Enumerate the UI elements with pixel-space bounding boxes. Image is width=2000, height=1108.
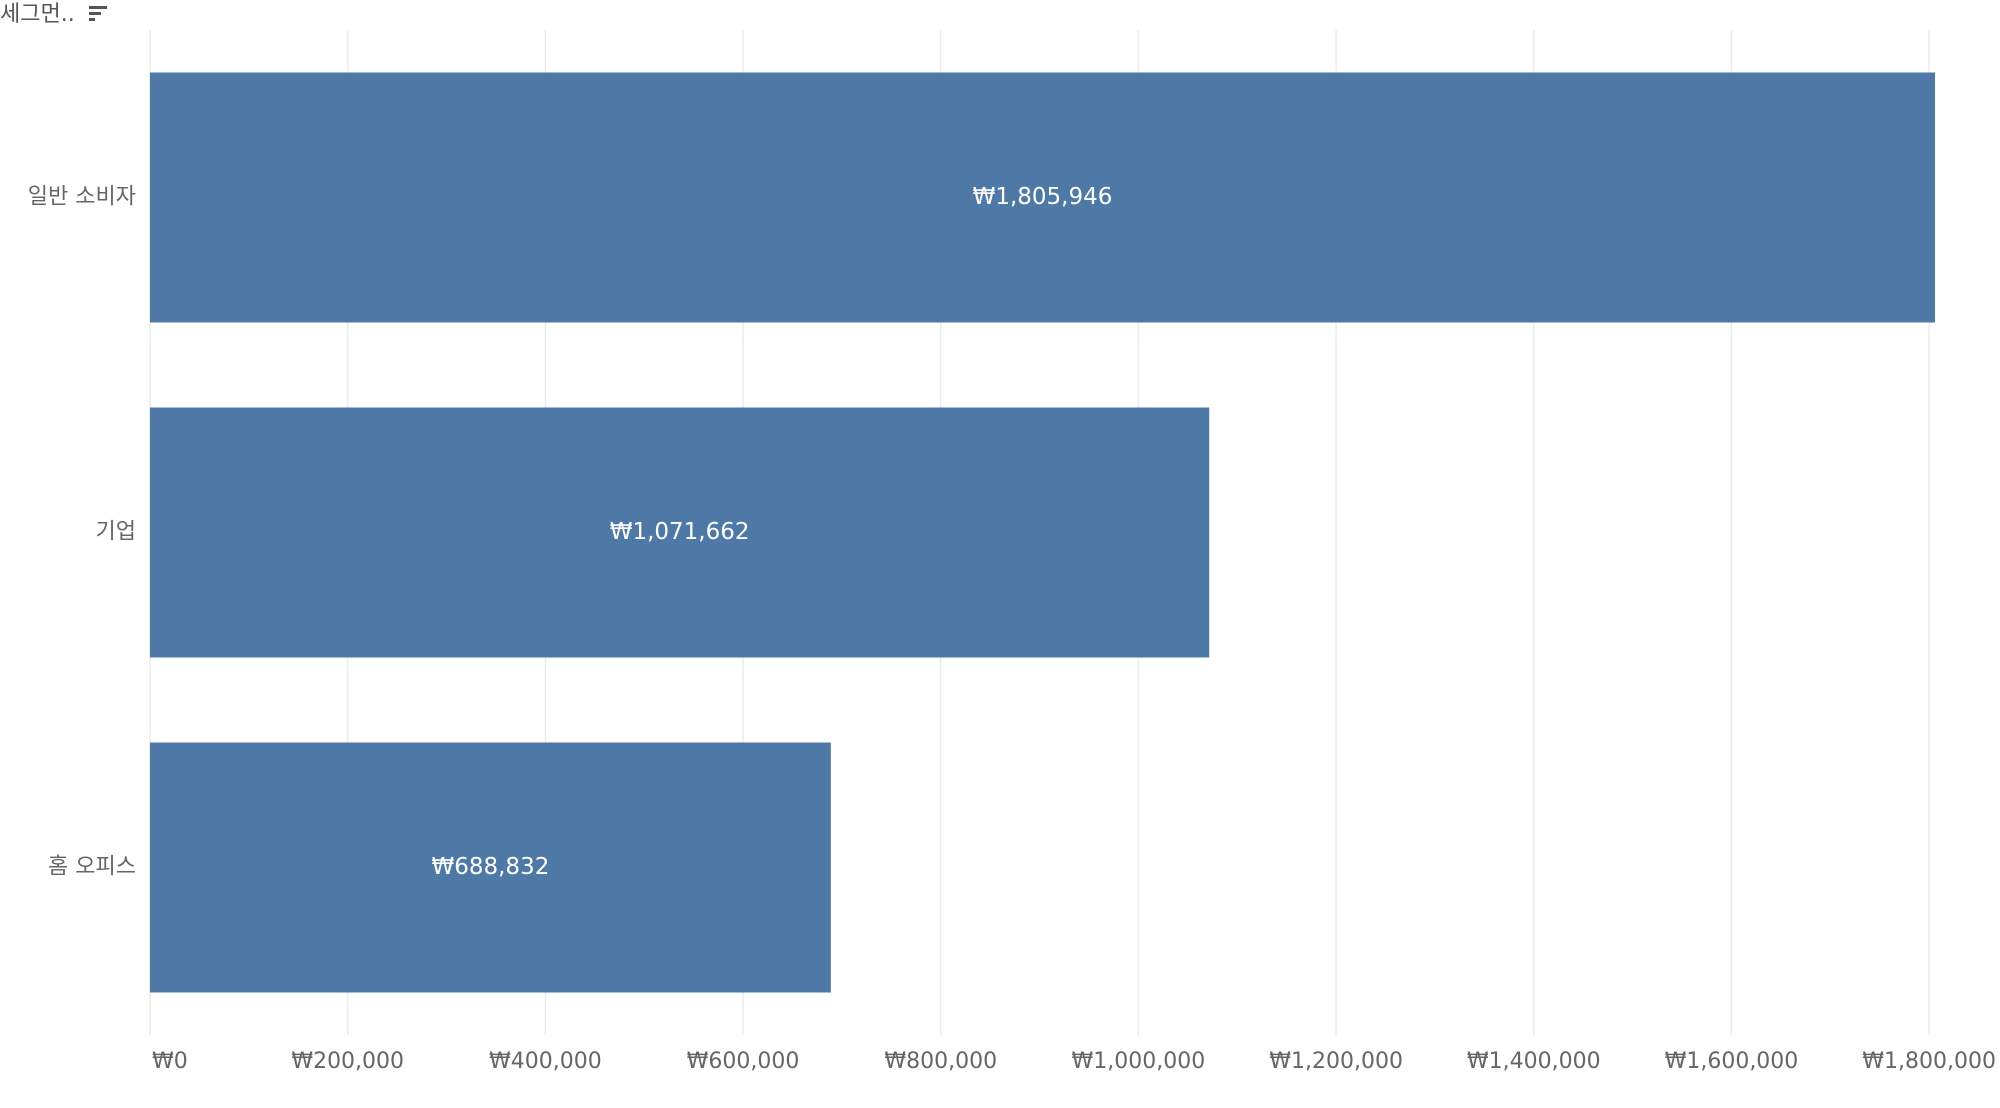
x-tick-label: ₩0 [152, 1049, 188, 1074]
x-tick-label: ₩800,000 [884, 1049, 997, 1074]
x-tick-label: ₩600,000 [687, 1049, 800, 1074]
bar-data-label: ₩1,071,662 [610, 519, 750, 545]
category-label[interactable]: 기업 [96, 520, 136, 545]
category-label[interactable]: 일반 소비자 [28, 185, 136, 210]
x-tick-label: ₩1,400,000 [1467, 1049, 1601, 1074]
x-tick-label: ₩1,200,000 [1269, 1049, 1403, 1074]
category-label[interactable]: 홈 오피스 [48, 855, 136, 880]
x-axis-ticks: ₩0 ₩200,000 ₩400,000 ₩600,000 ₩800,000 ₩1,000… [152, 1049, 1996, 1074]
bars: ₩1,805,946 ₩1,071,662 ₩688,832 [150, 72, 1935, 993]
bar[interactable] [150, 407, 1210, 658]
y-axis-header-label: 세그먼.. [0, 2, 75, 27]
x-tick-label: ₩1,000,000 [1072, 1049, 1206, 1074]
y-axis-header[interactable]: 세그먼.. [0, 0, 108, 30]
x-tick-label: ₩1,800,000 [1862, 1049, 1996, 1074]
x-tick-label: ₩200,000 [291, 1049, 404, 1074]
sort-descending-icon[interactable] [88, 4, 108, 22]
bar[interactable] [150, 72, 1935, 323]
bar-data-label: ₩688,832 [431, 854, 549, 880]
bar[interactable] [150, 742, 831, 993]
bar-data-label: ₩1,805,946 [973, 184, 1113, 210]
x-tick-label: ₩1,600,000 [1665, 1049, 1799, 1074]
x-tick-label: ₩400,000 [489, 1049, 602, 1074]
